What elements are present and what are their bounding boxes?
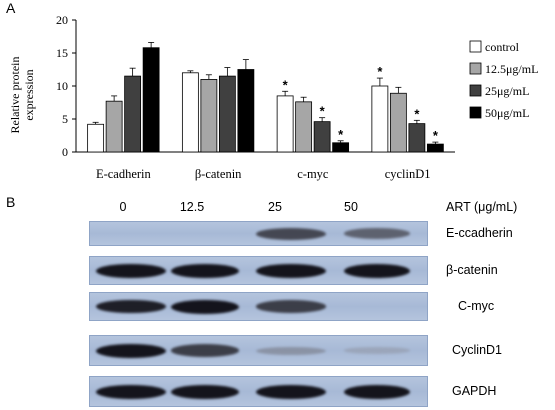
panel-a-label: A — [6, 0, 16, 16]
bar — [276, 95, 294, 153]
legend-swatch — [469, 40, 482, 53]
legend-swatch — [469, 84, 482, 97]
dose-label: 50 — [344, 200, 358, 214]
bar — [124, 75, 142, 153]
blot-band — [256, 346, 326, 355]
blot-band — [171, 263, 239, 278]
blot-band — [171, 299, 239, 314]
blot-band — [96, 299, 166, 314]
blot-row-label: E-ccadherin — [446, 225, 513, 240]
blot-row-label: GAPDH — [452, 383, 497, 398]
blot-band — [96, 343, 166, 358]
blot-band — [256, 263, 326, 278]
category-label: β-catenin — [195, 167, 242, 181]
bar — [295, 101, 313, 153]
panel-b-label: B — [6, 194, 16, 210]
blot-band — [256, 384, 326, 399]
bar — [142, 47, 160, 153]
blot-band — [256, 300, 326, 313]
bar — [408, 123, 426, 153]
legend-swatch — [469, 106, 482, 119]
legend-label: 12.5μg/mL — [485, 62, 538, 76]
significance-star: * — [338, 127, 344, 142]
blot-row-label: β-catenin — [446, 262, 498, 277]
category-label: E-cadherin — [96, 167, 152, 181]
blot-strip — [89, 376, 428, 407]
y-axis-label-line-2: expression — [22, 69, 36, 120]
blot-band — [96, 384, 166, 399]
y-tick-label: 0 — [62, 145, 68, 159]
dose-label: 12.5 — [179, 200, 205, 214]
y-axis-label-line-1: Relative protein — [8, 57, 22, 134]
bar — [313, 121, 331, 153]
bar — [181, 72, 199, 153]
y-tick-label: 20 — [56, 13, 68, 27]
significance-star: * — [377, 64, 383, 79]
blot-band — [344, 384, 410, 399]
y-tick-label: 10 — [56, 79, 68, 93]
bar — [218, 75, 236, 153]
category-label: cyclinD1 — [385, 167, 431, 181]
blot-band — [171, 344, 239, 357]
y-tick-label: 15 — [56, 46, 68, 60]
blot-strip — [89, 335, 428, 366]
legend-swatch — [469, 62, 482, 75]
significance-star: * — [320, 104, 326, 119]
bar — [426, 143, 444, 153]
blot-band — [344, 347, 410, 354]
significance-star: * — [414, 106, 420, 121]
blot-band — [171, 384, 239, 399]
significance-star: * — [433, 128, 439, 143]
bar — [200, 79, 218, 153]
blot-band — [256, 227, 326, 240]
legend-label: 25μg/mL — [485, 84, 529, 98]
bar — [332, 142, 350, 153]
category-label: c-myc — [297, 167, 329, 181]
blot-row-label: CyclinD1 — [452, 342, 503, 357]
blot-band — [344, 228, 410, 239]
dose-label: 0 — [119, 200, 127, 214]
bar — [105, 100, 123, 153]
bar — [389, 92, 407, 153]
blot-row-label: C-myc — [458, 298, 495, 313]
bar — [87, 123, 105, 153]
blot-strip — [89, 292, 428, 321]
legend-label: 50μg/mL — [485, 106, 529, 120]
y-tick-label: 5 — [62, 112, 68, 126]
bar — [237, 69, 255, 153]
header-label: ART (μg/mL) — [446, 200, 518, 214]
blot-band — [344, 263, 410, 278]
bar-chart: Relative protein expression 0 5 10 15 20 E-c… — [8, 13, 538, 181]
legend-label: control — [485, 40, 520, 54]
blot-strip — [89, 256, 428, 285]
dose-label: 25 — [268, 200, 282, 214]
blot-strip — [89, 221, 428, 246]
bar — [371, 85, 389, 153]
blot-band — [96, 263, 166, 278]
significance-star: * — [283, 77, 289, 92]
